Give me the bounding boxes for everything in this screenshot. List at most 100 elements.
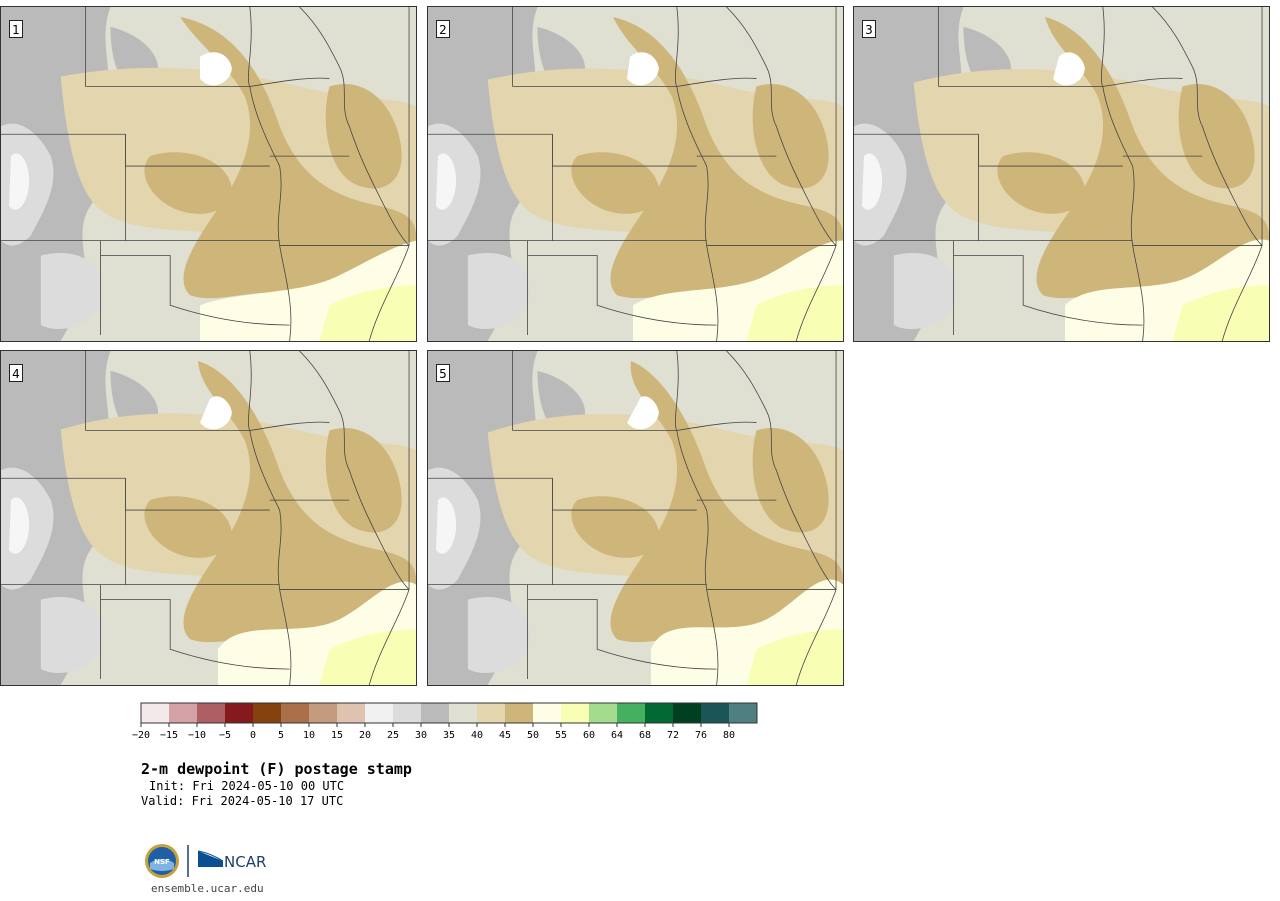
colorbar-bin	[505, 703, 533, 723]
ncar-logo: NCAR	[197, 850, 266, 871]
colorbar-tick-label: 55	[555, 730, 567, 741]
panel-number-label: 1	[9, 20, 23, 38]
state-border	[676, 77, 757, 87]
colorbar-tick-label: 76	[695, 730, 707, 741]
ncar-logo-text: NCAR	[224, 853, 266, 871]
dewpoint-region	[467, 596, 530, 673]
state-border	[527, 255, 717, 326]
dewpoint-region	[40, 596, 103, 673]
colorbar-tick-label: 0	[250, 730, 256, 741]
dewpoint-region	[144, 496, 232, 558]
colorbar-bin	[169, 703, 197, 723]
state-border	[674, 351, 719, 685]
colorbar-bin	[421, 703, 449, 723]
colorbar-bin	[253, 703, 281, 723]
dewpoint-region	[144, 152, 232, 214]
state-border	[552, 478, 697, 511]
state-border	[1152, 7, 1263, 341]
state-border	[125, 478, 270, 511]
nsf-logo-text: NSF	[154, 858, 170, 866]
nsf-ncar-logo: NSF NCAR	[145, 844, 266, 878]
colorbar-bin	[337, 703, 365, 723]
dewpoint-region	[1053, 52, 1085, 86]
colorbar-tick-label: 80	[723, 730, 735, 741]
colorbar-bin	[309, 703, 337, 723]
website-url: ensemble.ucar.edu	[151, 882, 264, 895]
dewpoint-region	[627, 396, 659, 430]
dewpoint-region	[893, 252, 956, 329]
state-border	[125, 134, 270, 167]
dewpoint-map	[428, 351, 843, 685]
colorbar-tick-label: 50	[527, 730, 539, 741]
state-border	[299, 7, 410, 341]
state-border	[299, 351, 410, 685]
colorbar-bin	[701, 703, 729, 723]
state-borders	[428, 351, 837, 685]
colorbar-tick-label: 30	[415, 730, 427, 741]
colorbar-bin	[365, 703, 393, 723]
colorbar-tick-label: −20	[132, 730, 150, 741]
colorbar-bin	[729, 703, 757, 723]
dewpoint-region	[40, 252, 103, 329]
state-border	[247, 7, 292, 341]
colorbar-tick-label: 40	[471, 730, 483, 741]
dewpoint-map	[428, 7, 843, 341]
dewpoint-map	[854, 7, 1269, 341]
colorbar-bin	[617, 703, 645, 723]
dewpoint-map	[1, 351, 416, 685]
state-border	[1100, 7, 1145, 341]
dewpoint-region	[435, 497, 457, 554]
panel-number-label: 3	[862, 20, 876, 38]
state-border	[249, 421, 330, 431]
colorbar-tick-label: −5	[219, 730, 231, 741]
state-border	[247, 351, 292, 685]
postage-stamp-panel-4: 4	[0, 350, 417, 686]
colorbar-tick-label: 20	[359, 730, 371, 741]
dewpoint-region	[610, 16, 843, 310]
state-border	[100, 255, 290, 326]
colorbar-bin	[449, 703, 477, 723]
state-border	[527, 599, 717, 670]
state-border	[726, 7, 837, 341]
dewpoint-region	[467, 252, 530, 329]
figure-title: 2-m dewpoint (F) postage stamp	[141, 760, 412, 778]
colorbar-bin	[533, 703, 561, 723]
colorbar-tick-label: −10	[188, 730, 206, 741]
state-borders	[428, 7, 837, 341]
dewpoint-region	[200, 396, 232, 430]
colorbar-bin	[393, 703, 421, 723]
dewpoint-region	[861, 153, 883, 210]
colorbar-bin	[561, 703, 589, 723]
dewpoint-region	[1172, 285, 1269, 341]
colorbar-tick-label: 68	[639, 730, 651, 741]
dewpoint-region	[319, 285, 416, 341]
colorbar-tick-label: 15	[331, 730, 343, 741]
state-borders	[1, 351, 410, 685]
valid-time: Valid: Fri 2024-05-10 17 UTC	[141, 794, 344, 808]
colorbar-bin	[589, 703, 617, 723]
postage-stamp-panel-1: 1	[0, 6, 417, 342]
colorbar-bin	[141, 703, 169, 723]
state-border	[100, 599, 290, 670]
colorbar-bin	[225, 703, 253, 723]
panel-number-label: 4	[9, 364, 23, 382]
dewpoint-region	[183, 360, 416, 654]
postage-stamp-panel-2: 2	[427, 6, 844, 342]
colorbar-bin	[645, 703, 673, 723]
panel-number-label: 5	[436, 364, 450, 382]
postage-stamp-panel-5: 5	[427, 350, 844, 686]
colorbar-tick-label: 64	[611, 730, 623, 741]
dewpoint-colorbar: −20 −15 −10 −5 0 5 10 15 20 25 30 35 40 45 50 55 60 64 68 7…	[132, 702, 758, 741]
dewpoint-region	[180, 16, 416, 310]
dewpoint-region	[997, 152, 1085, 214]
state-border	[676, 421, 757, 431]
colorbar-bin	[477, 703, 505, 723]
colorbar-bin	[673, 703, 701, 723]
colorbar-tick-label: 72	[667, 730, 679, 741]
panel-number-label: 2	[436, 20, 450, 38]
dewpoint-region	[1036, 16, 1269, 310]
colorbar-tick-label: 45	[499, 730, 511, 741]
init-time: Init: Fri 2024-05-10 00 UTC	[149, 779, 345, 793]
state-border	[552, 134, 697, 167]
postage-stamp-panel-3: 3	[853, 6, 1270, 342]
